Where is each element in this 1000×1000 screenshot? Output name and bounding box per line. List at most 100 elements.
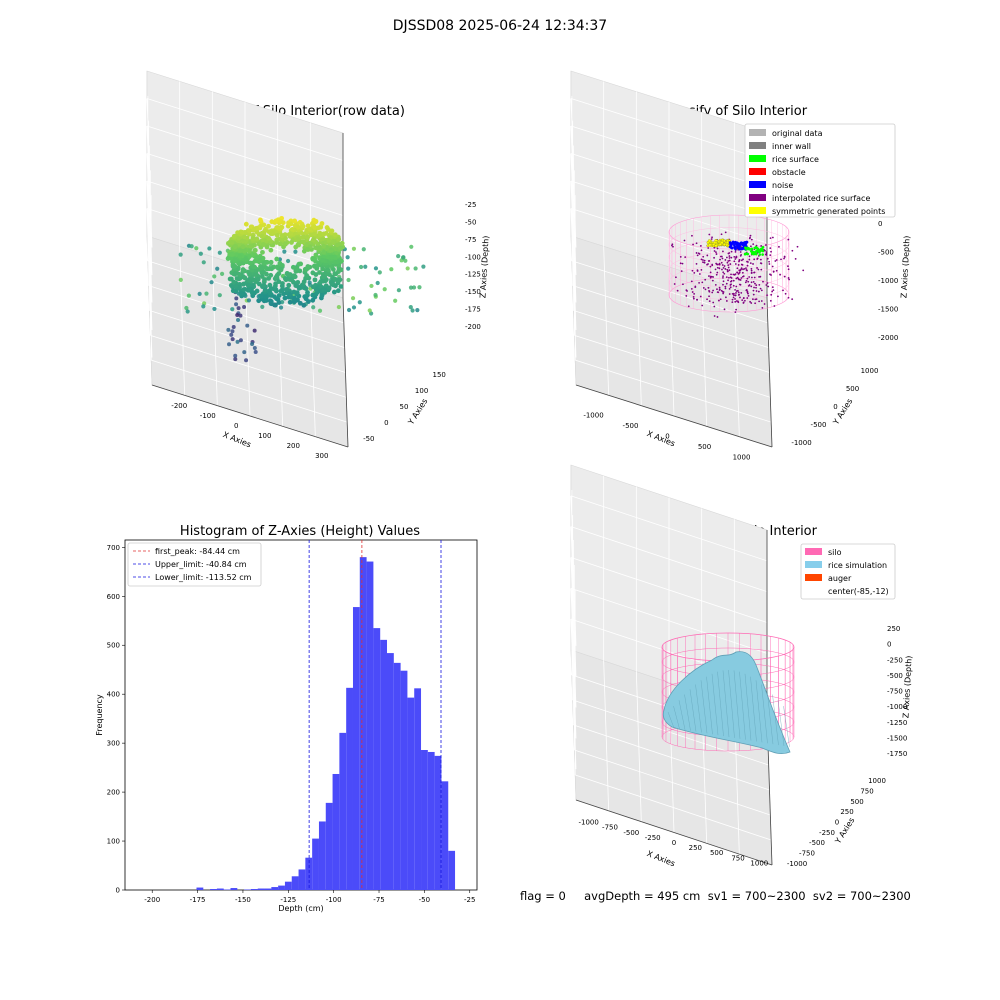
p2-interpolated-point [736,271,739,274]
p3-histogram-bar [271,887,279,890]
p1-scatter-point [204,291,209,296]
p2-interpolated-point [735,256,737,259]
p2-interpolated-point [728,293,731,295]
p2-interpolated-point [737,291,740,294]
p1-scatter-point [280,220,286,226]
p1-scatter-point [421,264,426,269]
p1-z-tick-label: -100 [465,253,481,261]
p4-mesh-line [783,705,790,747]
p1-scatter-point [332,271,338,277]
p4-legend-label: center(-85,-12) [828,587,889,596]
p2-interpolated-point [760,300,763,302]
p1-scatter-point [217,250,222,255]
p1-scatter-point [225,256,231,261]
p2-interpolated-point [772,289,775,292]
p2-legend-label: original data [772,129,823,138]
p1-scatter-point [266,223,271,229]
p2-silo-ring [668,227,790,262]
p2-interpolated-point [711,279,714,282]
p1-scatter-point [235,339,240,344]
p2-interpolated-point [734,288,736,291]
p1-scatter-point [288,291,293,297]
p1-scatter-point [382,287,387,292]
p2-interpolated-point [698,281,700,284]
p1-y-tick-label: -50 [363,435,374,443]
p2-interpolated-point [722,277,724,279]
p1-scatter-point [320,266,326,272]
p4-z-tick-label: -1250 [887,719,907,727]
p2-interpolated-point [722,266,725,269]
p1-scatter-point [238,291,244,296]
p1-scatter-point [251,226,257,232]
p2-interpolated-point [737,294,740,296]
p4-y-tick-label: 0 [835,819,839,827]
p2-noise-point [738,242,742,246]
p2-interpolated-point [698,273,701,275]
p3-histogram-bar [278,885,285,890]
p2-interpolated-point [752,293,755,296]
p3-histogram-bar [421,750,428,890]
p1-scatter-point [308,232,314,238]
p1-scatter-point [305,264,311,269]
p2-interpolated-point [748,237,751,240]
p2-interpolated-point [718,267,721,270]
p2-interpolated-point [730,250,733,253]
p4-legend-label: auger [828,574,852,583]
p2-interpolated-point [721,268,723,271]
p2-rice-surface-point [759,248,762,252]
p2-interpolated-point [723,308,726,311]
p3-histogram-bar [196,887,204,890]
p1-scatter-point [307,280,312,285]
p2-interpolated-point [737,264,740,266]
p2-interpolated-point [724,285,727,288]
p2-interpolated-point [733,273,736,276]
p1-scatter-point [207,246,212,251]
p2-interpolated-point [706,298,708,301]
p1-scatter-point [393,298,398,303]
p2-rice-surface-point [756,248,760,251]
p1-scatter-point [269,219,275,225]
p2-interpolated-point [708,295,710,298]
p2-interpolated-point [716,263,718,266]
p1-scatter-point [294,265,300,271]
p2-interpolated-point [769,273,771,276]
p1-scatter-point [252,328,257,333]
p1-x-tick-label: 0 [234,422,238,430]
p1-scatter-point [326,238,332,243]
p2-interpolated-point [740,267,743,270]
p4-grid-line [570,495,768,562]
p2-interpolated-point [700,249,703,252]
p4-x-tick-label: -750 [602,824,618,832]
p2-z-tick-label: -1000 [878,277,898,285]
p2-x-axis-line [575,384,773,448]
p2-interpolated-point [735,285,738,288]
p1-scatter-point [274,232,280,238]
p2-interpolated-point [730,279,733,282]
p4-x-tick-label: -500 [623,829,639,837]
p2-interpolated-point [713,250,716,252]
p2-interpolated-point [725,300,728,302]
status-line: flag = 0 avgDepth = 495 cm sv1 = 700~230… [520,889,911,903]
p2-interpolated-point [753,271,755,274]
p2-interpolated-point [778,245,780,248]
p4-rice-surface-mesh [667,669,790,747]
p2-interpolated-point [769,299,772,302]
p2-rice-surface-point [750,250,754,254]
p1-z-tick-label: -125 [465,271,481,279]
p4-legend-label: silo [828,548,842,557]
p2-interpolated-point [721,264,724,266]
p1-scatter-point [312,231,318,237]
p2-interpolated-point [704,278,707,281]
p2-interpolated-point [784,292,787,295]
p2-interpolated-point [747,292,749,295]
p2-interpolated-point [742,275,745,278]
p2-interpolated-point [767,285,770,288]
p2-interpolated-point [695,242,698,245]
p1-scatter-point [236,318,241,323]
p1-scatter-point [245,323,250,328]
p4-mesh-line [678,700,686,730]
p2-interpolated-point [787,296,790,299]
p2-interpolated-point [712,301,715,304]
p3-y-tick-label: 600 [107,593,120,601]
p1-scatter-point [312,277,318,283]
